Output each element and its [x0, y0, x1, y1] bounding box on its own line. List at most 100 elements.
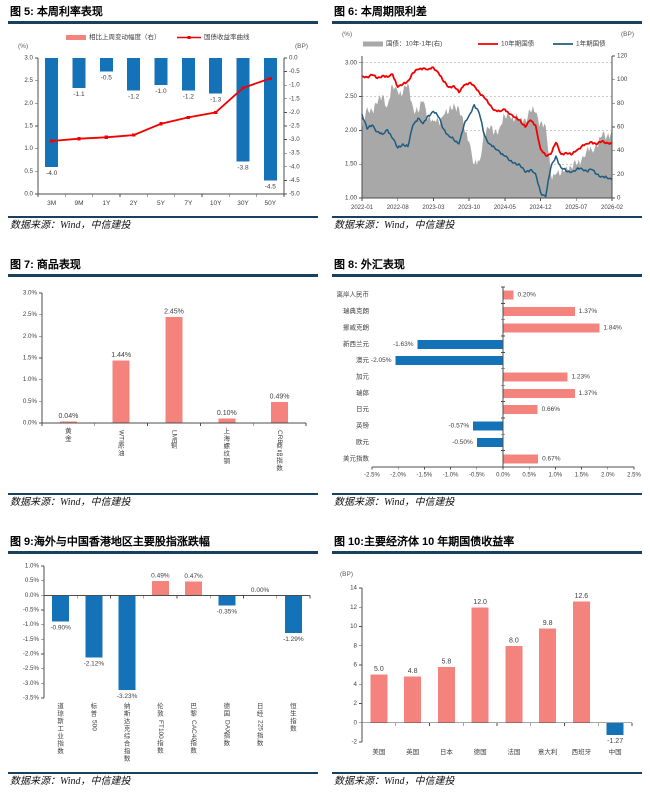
y-tick-label: 2.5% [23, 311, 38, 318]
bar-value-label: -1.29% [283, 636, 304, 643]
y-tick-label: 0.0% [23, 420, 38, 427]
category-label: 铜 [171, 440, 178, 449]
x-tick-label: -0.5% [469, 473, 485, 479]
category-label: 日本 [440, 747, 454, 756]
x-tick-label: 1.0% [549, 473, 563, 479]
x-tick-label: 7Y [184, 200, 193, 207]
y-tick-label: 1.5% [23, 355, 38, 362]
bar-value-label: -0.57% [449, 423, 470, 430]
bar [218, 595, 236, 606]
y-tick-label: 6 [354, 662, 358, 669]
legend-swatch-area [363, 41, 383, 47]
bar [72, 58, 86, 88]
bar-value-label: 1.84% [603, 324, 622, 331]
bar-value-label: 1.44% [111, 352, 131, 359]
category-label: 黄 [65, 426, 72, 435]
source-rule [8, 772, 318, 774]
right-axis-unit: (BP) [295, 43, 308, 50]
category-label: 生 [290, 709, 297, 718]
panel-fig6: 图 6: 本周期限利差 (%) (BP) 国债：10年-1年(右) 10年期国债 1年期… [332, 5, 642, 234]
category-label: 琼 [57, 709, 64, 718]
bar-value-label: -0.90% [50, 625, 71, 632]
y-tick-label: 1.0% [25, 563, 40, 570]
category-label: DAX [223, 720, 230, 734]
y-tick-label: 0.5% [25, 577, 40, 584]
category-label: CAC40 [190, 720, 197, 741]
figure-source: 数据来源：Wind，中信建投 [334, 497, 455, 508]
y-tick-label: -1.0% [23, 621, 40, 628]
figure-title: 图 10:主要经济体 10 年期国债收益率 [334, 536, 515, 548]
x-tick-label: 1Y [102, 200, 111, 207]
y-tick-label: 40 [617, 147, 624, 154]
legend-label: 1年期国债 [576, 39, 606, 48]
bar [218, 418, 236, 423]
category-label: 钢 [224, 457, 231, 465]
source-rule [8, 216, 318, 218]
bar [606, 722, 624, 735]
bar [503, 307, 575, 317]
x-tick-label: -2.5% [364, 473, 380, 479]
x-tick-label: 2.5% [627, 473, 641, 479]
bar-value-label: 5.8 [442, 658, 452, 665]
bar-value-label: 0.47% [184, 573, 203, 580]
category-label: 工 [57, 726, 64, 733]
y-tick-label: -2.0% [23, 651, 40, 658]
category-label: 伦 [157, 701, 164, 710]
y-tick-label: 2.0 [24, 100, 33, 107]
left-axis-unit: (%) [18, 43, 28, 50]
category-label: WTI [118, 430, 125, 442]
category-label: 数 [257, 738, 264, 747]
bar [263, 58, 277, 181]
legend-label: 国债：10年-1年(右) [386, 39, 442, 48]
category-label: 纹 [224, 449, 231, 458]
category-label: 数 [124, 754, 131, 763]
bar [404, 676, 422, 723]
bar-value-label: 1.23% [571, 374, 590, 381]
y-tick-label: 3.0% [23, 290, 38, 297]
y-tick-label: 12 [350, 604, 357, 611]
figure-source: 数据来源：Wind，中信建投 [10, 220, 131, 231]
commodity-performance-chart: 0.04% 1.44% 2.45% 0.10% 0.49% 0.0% 0.5% 1.0% 1.5… [23, 290, 307, 472]
title-rule [332, 551, 642, 554]
bar [471, 607, 489, 723]
title-rule [332, 274, 642, 277]
bar [503, 372, 568, 382]
panel-fig8: 图 8: 外汇表现 0.20% 离岸人民币 1.37% 瑞典克朗 1.84% 挪威克朗 -1… [332, 258, 642, 511]
bar-value-label: 5.0 [374, 666, 384, 673]
y-tick-label: 14 [350, 585, 357, 592]
figure-source: 数据来源：Wind，中信建投 [334, 776, 455, 787]
category-label: 德国 [474, 747, 487, 756]
category-label: 西班牙 [572, 747, 592, 756]
bar [437, 666, 455, 723]
yield-line [361, 103, 613, 198]
category-label: 恒 [290, 701, 297, 710]
category-label: 指 [224, 730, 231, 739]
bar [539, 628, 557, 723]
panel-fig5: 图 5: 本周利率表现 相比上周变动幅度（右） 国债收益率曲线 (%) (BP) -4.… [8, 5, 318, 234]
bar [112, 360, 130, 423]
bar-value-label: 4.8 [408, 668, 418, 675]
category-label: 原 [118, 441, 125, 449]
bar-value-label: 0.49% [270, 393, 290, 400]
y-tick-label: 2 [354, 700, 358, 707]
category-label: 达 [124, 716, 131, 725]
category-label: 美国 [372, 747, 385, 756]
category-label: 加元 [356, 372, 370, 381]
figure-title: 图 6: 本周期限利差 [334, 6, 427, 18]
x-tick-label: 2025-07 [565, 205, 588, 211]
yield-line [361, 66, 613, 158]
bar [59, 421, 77, 423]
category-label: 挪威克朗 [343, 322, 369, 331]
y-tick-label: -2.0 [289, 109, 300, 116]
y-tick-label: -3.0% [23, 680, 40, 687]
figure-title: 图 7: 商品表现 [10, 259, 81, 271]
line-marker [214, 110, 218, 114]
bar-value-label: -3.8 [237, 164, 249, 171]
y-tick-label: 1.00 [345, 195, 358, 202]
bar [271, 401, 289, 423]
bar [185, 581, 203, 596]
category-label: 指 [190, 738, 197, 747]
x-tick-label: 2026-02 [601, 205, 624, 211]
bar-value-label: 12.6 [575, 593, 589, 600]
category-label: 500 [90, 720, 97, 731]
